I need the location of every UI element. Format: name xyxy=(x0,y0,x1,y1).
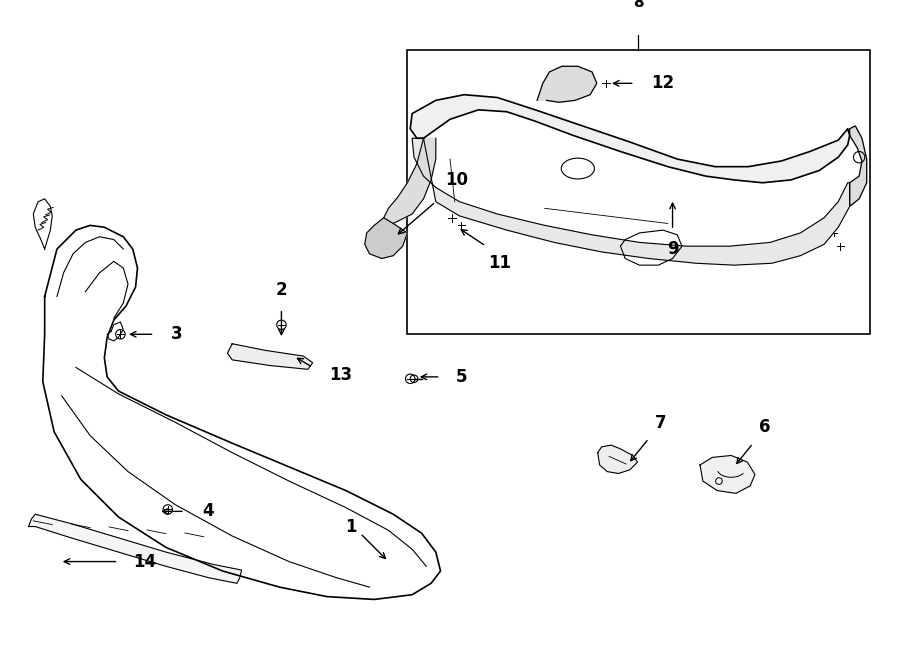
Text: 12: 12 xyxy=(651,74,674,93)
Text: 8: 8 xyxy=(633,0,643,11)
Text: 9: 9 xyxy=(667,239,679,258)
Text: 5: 5 xyxy=(455,368,467,386)
Text: 4: 4 xyxy=(202,502,213,520)
Text: 6: 6 xyxy=(759,418,770,436)
Polygon shape xyxy=(537,66,597,102)
Text: 14: 14 xyxy=(132,553,156,570)
Text: 3: 3 xyxy=(171,325,183,343)
Text: 11: 11 xyxy=(488,254,511,272)
Polygon shape xyxy=(29,514,242,584)
Polygon shape xyxy=(412,138,850,265)
Polygon shape xyxy=(383,138,436,223)
Text: 10: 10 xyxy=(446,171,468,190)
Polygon shape xyxy=(410,95,850,182)
Bar xyxy=(408,50,869,334)
Polygon shape xyxy=(700,455,755,493)
Polygon shape xyxy=(228,344,312,369)
Text: 13: 13 xyxy=(328,366,352,384)
Text: 1: 1 xyxy=(345,518,356,535)
Polygon shape xyxy=(364,217,408,258)
Polygon shape xyxy=(598,445,637,473)
Text: 2: 2 xyxy=(275,281,287,299)
Polygon shape xyxy=(850,126,867,206)
Text: 7: 7 xyxy=(654,414,666,432)
